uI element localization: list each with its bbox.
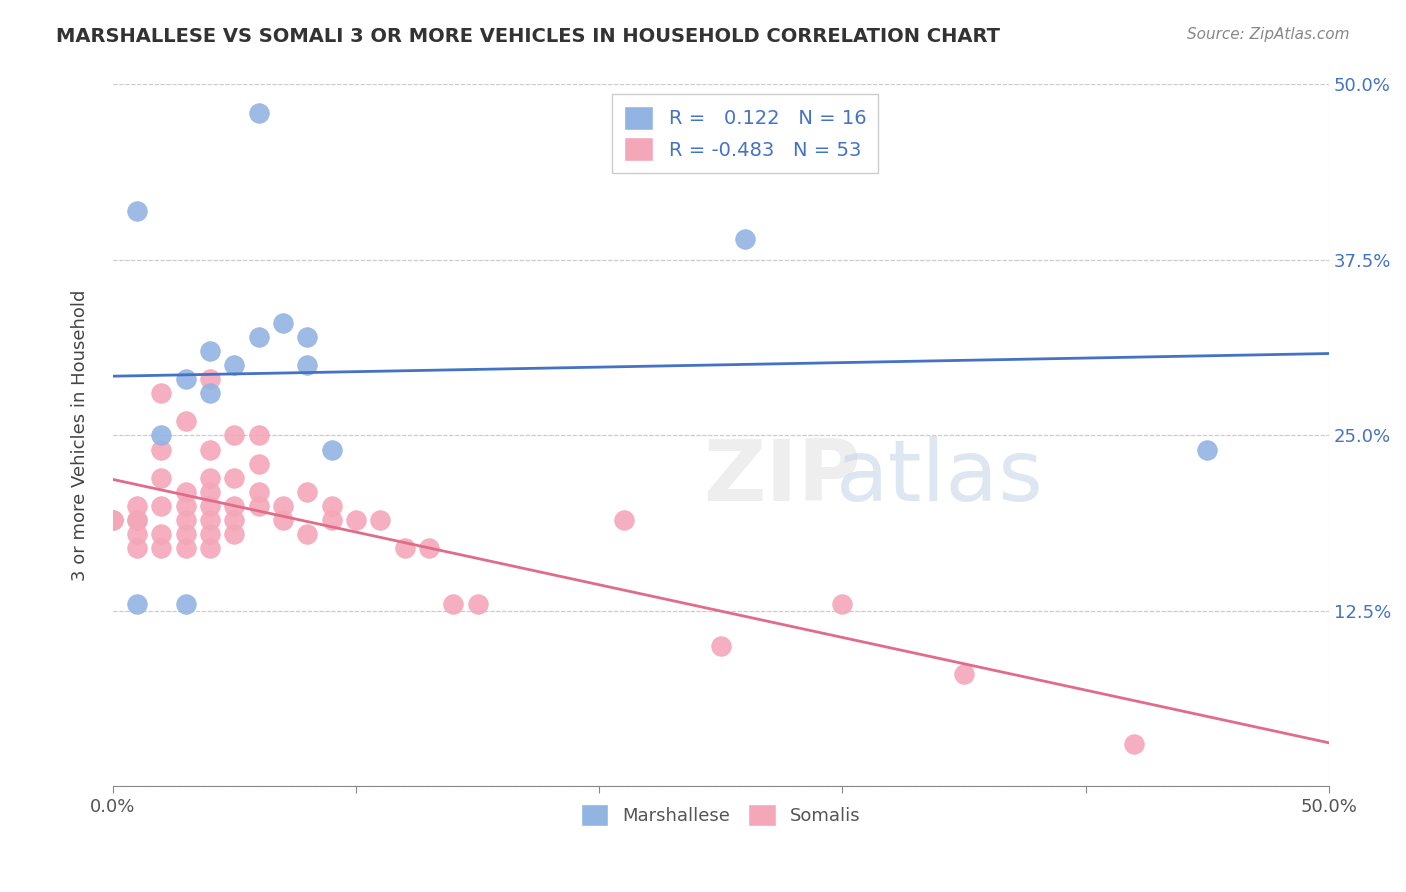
Point [127,526,149,541]
Point [198,513,221,527]
Point [198,484,221,499]
Point [150,526,173,541]
Point [174,372,197,386]
Point [174,414,197,428]
Point [174,499,197,513]
Point [127,513,149,527]
Point [150,386,173,401]
Point [101,513,124,527]
Point [247,330,270,344]
Point [198,470,221,484]
Point [198,541,221,555]
Point [198,372,221,386]
Point [271,513,294,527]
Legend: Marshallese, Somalis: Marshallese, Somalis [574,797,868,834]
Point [174,513,197,527]
Point [418,541,440,555]
Point [224,358,246,372]
Point [224,526,246,541]
Point [467,597,489,611]
Point [344,513,367,527]
Point [321,499,343,513]
Point [247,105,270,120]
Point [174,526,197,541]
Point [127,513,149,527]
Point [297,358,319,372]
Point [321,442,343,457]
Point [612,513,634,527]
Point [224,513,246,527]
Point [297,484,319,499]
Point [127,499,149,513]
Point [247,484,270,499]
Point [174,597,197,611]
Point [150,470,173,484]
Point [150,442,173,457]
Point [247,428,270,442]
Point [394,541,416,555]
Point [1197,442,1219,457]
Y-axis label: 3 or more Vehicles in Household: 3 or more Vehicles in Household [72,290,89,582]
Point [370,513,392,527]
Point [174,541,197,555]
Text: MARSHALLESE VS SOMALI 3 OR MORE VEHICLES IN HOUSEHOLD CORRELATION CHART: MARSHALLESE VS SOMALI 3 OR MORE VEHICLES… [56,27,1000,45]
Point [174,484,197,499]
Point [321,513,343,527]
Point [831,597,853,611]
Point [150,499,173,513]
Point [247,457,270,471]
Point [127,541,149,555]
Point [198,526,221,541]
Point [297,526,319,541]
Point [150,541,173,555]
Text: ZIP: ZIP [703,436,860,519]
Point [198,386,221,401]
Point [101,513,124,527]
Point [224,428,246,442]
Point [271,316,294,330]
Point [224,470,246,484]
Point [710,639,733,653]
Point [224,499,246,513]
Text: atlas: atlas [835,436,1043,519]
Point [127,203,149,218]
Point [198,344,221,359]
Point [198,499,221,513]
Point [1123,737,1146,751]
Point [127,597,149,611]
Point [734,232,756,246]
Point [247,499,270,513]
Point [271,499,294,513]
Point [953,667,976,681]
Point [198,442,221,457]
Point [441,597,464,611]
Text: Source: ZipAtlas.com: Source: ZipAtlas.com [1187,27,1350,42]
Point [150,428,173,442]
Point [297,330,319,344]
